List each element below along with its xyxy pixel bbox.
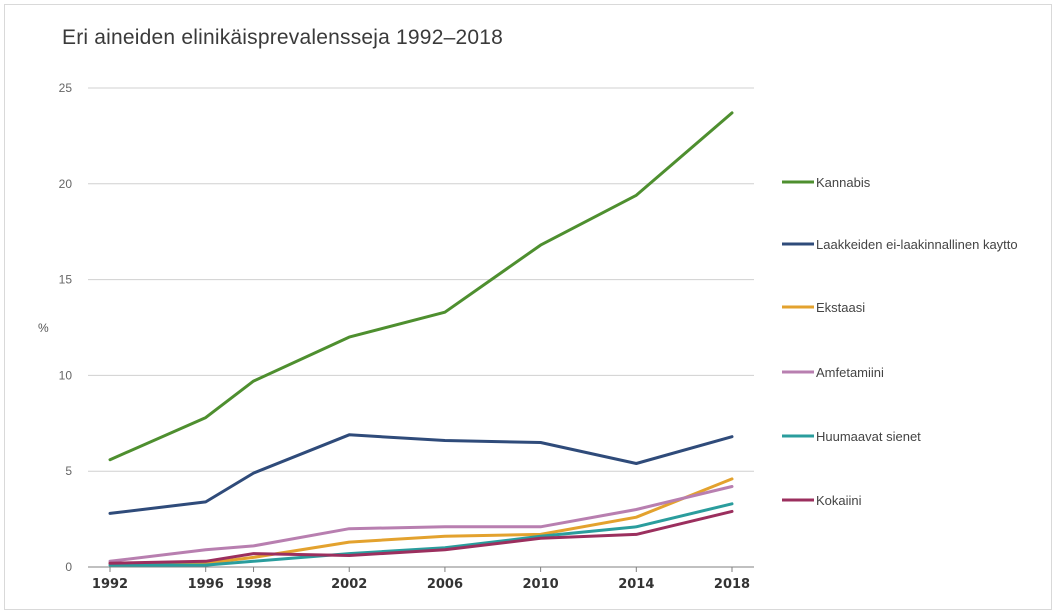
x-tick-label: 1996 — [188, 577, 224, 592]
chart-title: Eri aineiden elinikäisprevalensseja 1992… — [62, 26, 503, 49]
legend-label: Kannabis — [816, 175, 871, 190]
series-line-laakkeiden-ei-laakinnallinen-kaytto — [108, 433, 734, 515]
y-tick-label: 15 — [59, 273, 73, 287]
legend-label: Amfetamiini — [816, 365, 884, 380]
x-tick-label: 2006 — [427, 577, 463, 592]
series-line-kokaiini — [108, 509, 734, 565]
legend-label: Huumaavat sienet — [816, 429, 921, 444]
x-tick-label: 2010 — [523, 577, 559, 592]
series-lines — [108, 111, 734, 567]
legend-label: Kokaiini — [816, 493, 862, 508]
x-tick-labels: 1992 1996 1998 2002 2006 2010 2014 2018 — [92, 567, 750, 592]
series-line-kannabis — [108, 111, 734, 462]
y-tick-label: 10 — [59, 368, 73, 382]
y-tick-label: 5 — [65, 464, 72, 478]
legend-label: Ekstaasi — [816, 300, 865, 315]
series-line-huumaavat-sienet — [108, 502, 734, 567]
legend-label: Laakkeiden ei-laakinnallinen kaytto — [816, 237, 1018, 252]
chart-frame — [4, 4, 1052, 610]
x-tick-label: 2002 — [331, 577, 367, 592]
x-tick-label: 1998 — [235, 577, 271, 592]
x-tick-label: 2014 — [618, 577, 654, 592]
y-axis-label: % — [38, 321, 49, 335]
y-tick-label: 25 — [59, 81, 73, 95]
x-tick-label: 1992 — [92, 577, 128, 592]
x-tick-label: 2018 — [714, 577, 750, 592]
series-line-ekstaasi — [108, 477, 734, 565]
series-line-amfetamiini — [108, 485, 734, 563]
y-tick-label: 20 — [59, 177, 73, 191]
gridlines — [88, 87, 754, 568]
y-tick-label: 0 — [65, 560, 72, 574]
y-tick-labels: 0 5 10 15 20 25 — [59, 81, 73, 574]
legend: Kannabis Laakkeiden ei-laakinnallinen kay… — [782, 175, 1018, 508]
